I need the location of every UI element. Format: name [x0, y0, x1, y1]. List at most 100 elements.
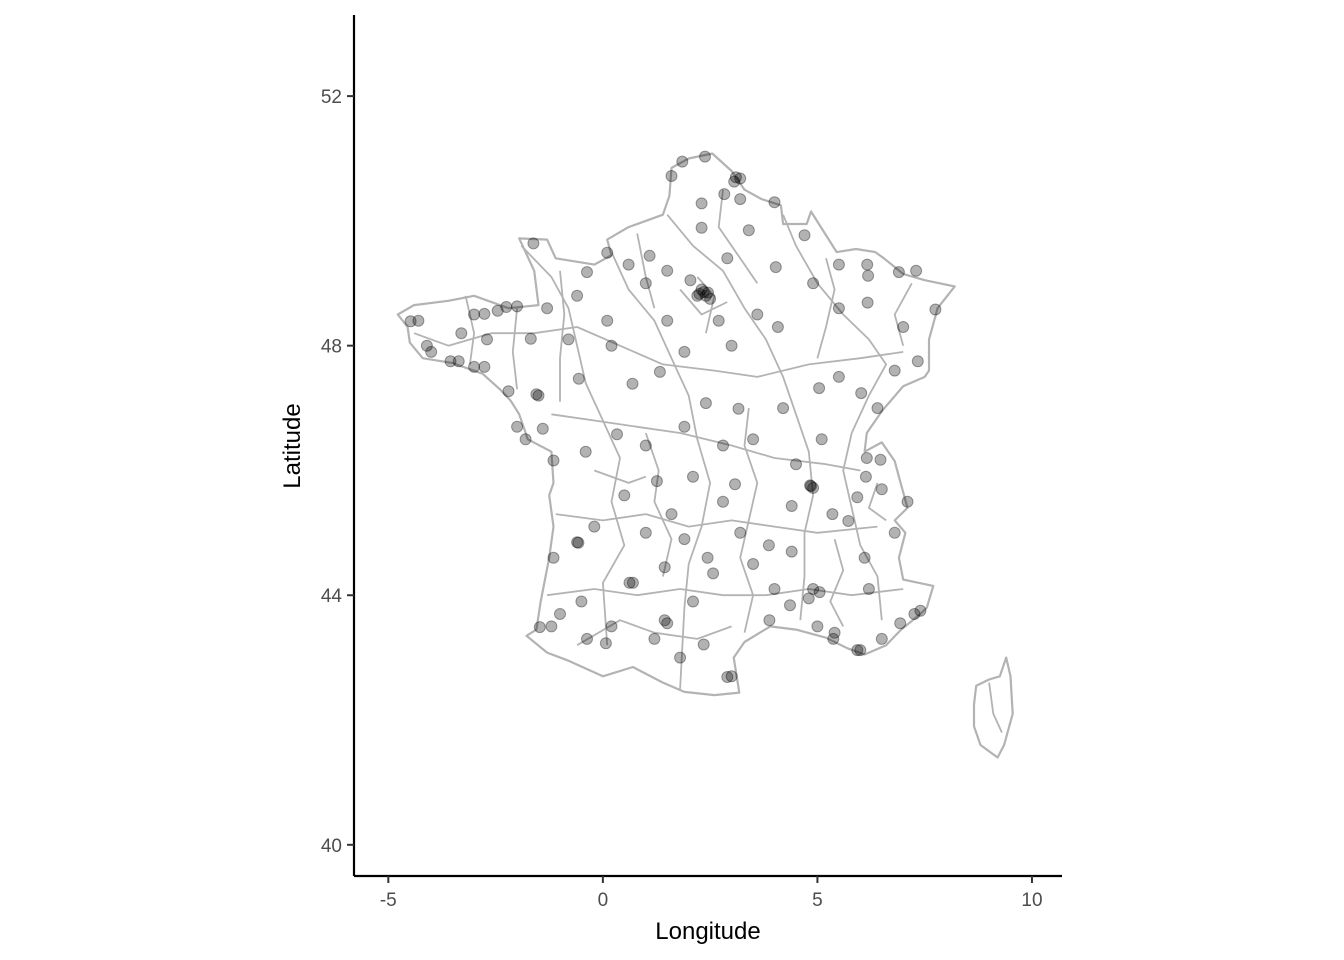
data-point — [815, 433, 828, 446]
department-boundary — [511, 308, 518, 390]
data-point — [691, 289, 704, 302]
data-point — [536, 422, 549, 435]
department-boundary — [666, 214, 814, 621]
data-point — [588, 520, 601, 533]
data-point — [639, 277, 652, 290]
data-point — [511, 300, 524, 313]
data-point — [725, 339, 738, 352]
data-point — [854, 644, 867, 657]
department-boundary — [739, 407, 759, 633]
y-tick-label: 48 — [321, 337, 342, 358]
data-point — [605, 339, 618, 352]
data-point — [581, 266, 593, 279]
department-boundary — [829, 538, 845, 627]
data-point — [658, 614, 671, 627]
data-point — [751, 308, 764, 321]
data-point — [747, 433, 760, 446]
data-point — [769, 261, 782, 274]
data-point — [699, 397, 712, 410]
data-point — [412, 314, 425, 327]
data-point — [728, 175, 741, 188]
data-point — [697, 638, 710, 651]
data-point — [807, 481, 820, 494]
data-point — [545, 620, 558, 633]
data-point — [650, 475, 663, 488]
data-point — [832, 258, 845, 271]
department-boundary — [610, 251, 711, 689]
data-point — [601, 246, 614, 259]
data-point — [734, 172, 747, 185]
data-point — [768, 196, 781, 209]
data-point — [832, 302, 845, 315]
data-point — [701, 551, 714, 564]
data-point — [658, 561, 671, 574]
map-outline-corsica — [972, 656, 1014, 759]
department-boundary — [413, 326, 904, 378]
data-point — [811, 620, 824, 633]
data-point — [807, 277, 820, 290]
data-point — [894, 617, 907, 630]
department-boundary — [559, 270, 566, 402]
data-point — [784, 599, 796, 612]
map-outline-mainland — [396, 152, 956, 697]
data-point — [862, 269, 875, 282]
data-point — [648, 632, 661, 645]
data-point — [676, 155, 689, 168]
data-point — [875, 483, 888, 496]
data-point — [511, 420, 524, 433]
data-point — [678, 420, 691, 433]
data-point — [702, 286, 714, 299]
data-point — [695, 283, 708, 296]
x-tick-label: -5 — [380, 890, 397, 911]
data-point — [444, 355, 457, 368]
data-point — [718, 188, 731, 201]
data-point — [862, 583, 875, 595]
y-axis-title: Latitude — [279, 403, 306, 488]
data-point — [665, 170, 678, 182]
data-point — [911, 355, 924, 368]
data-point — [805, 480, 817, 493]
data-point — [547, 551, 560, 564]
data-point — [813, 586, 826, 599]
x-tick-label: 0 — [598, 890, 609, 911]
data-point — [622, 258, 635, 271]
data-point — [674, 651, 687, 664]
data-point — [888, 526, 901, 539]
data-point — [859, 470, 872, 483]
data-point — [908, 608, 921, 620]
data-point — [858, 551, 871, 564]
department-boundary — [555, 513, 878, 534]
data-point — [468, 360, 481, 373]
data-point — [929, 303, 942, 316]
x-axis-title: Longitude — [655, 918, 760, 945]
department-boundary — [696, 276, 716, 334]
data-point — [725, 670, 738, 683]
data-point — [897, 321, 910, 333]
data-point — [547, 454, 560, 467]
data-point — [661, 617, 674, 630]
data-point — [855, 387, 868, 400]
department-boundary — [893, 282, 913, 346]
data-point — [687, 470, 699, 483]
data-point — [785, 545, 798, 558]
data-point — [717, 495, 729, 508]
data-point — [623, 576, 636, 589]
data-point — [712, 314, 725, 327]
data-point — [425, 345, 438, 358]
data-point — [785, 500, 798, 512]
data-point — [742, 224, 755, 237]
data-point — [500, 301, 513, 313]
data-point — [704, 292, 717, 305]
data-point — [626, 576, 639, 589]
department-boundary — [644, 432, 673, 577]
data-point — [734, 193, 747, 206]
axes — [352, 15, 1062, 878]
data-point — [678, 533, 691, 546]
data-point — [875, 632, 888, 645]
data-point — [643, 249, 656, 262]
data-point — [519, 433, 532, 446]
data-point — [695, 221, 708, 234]
data-point — [828, 626, 841, 639]
data-point — [678, 345, 691, 358]
